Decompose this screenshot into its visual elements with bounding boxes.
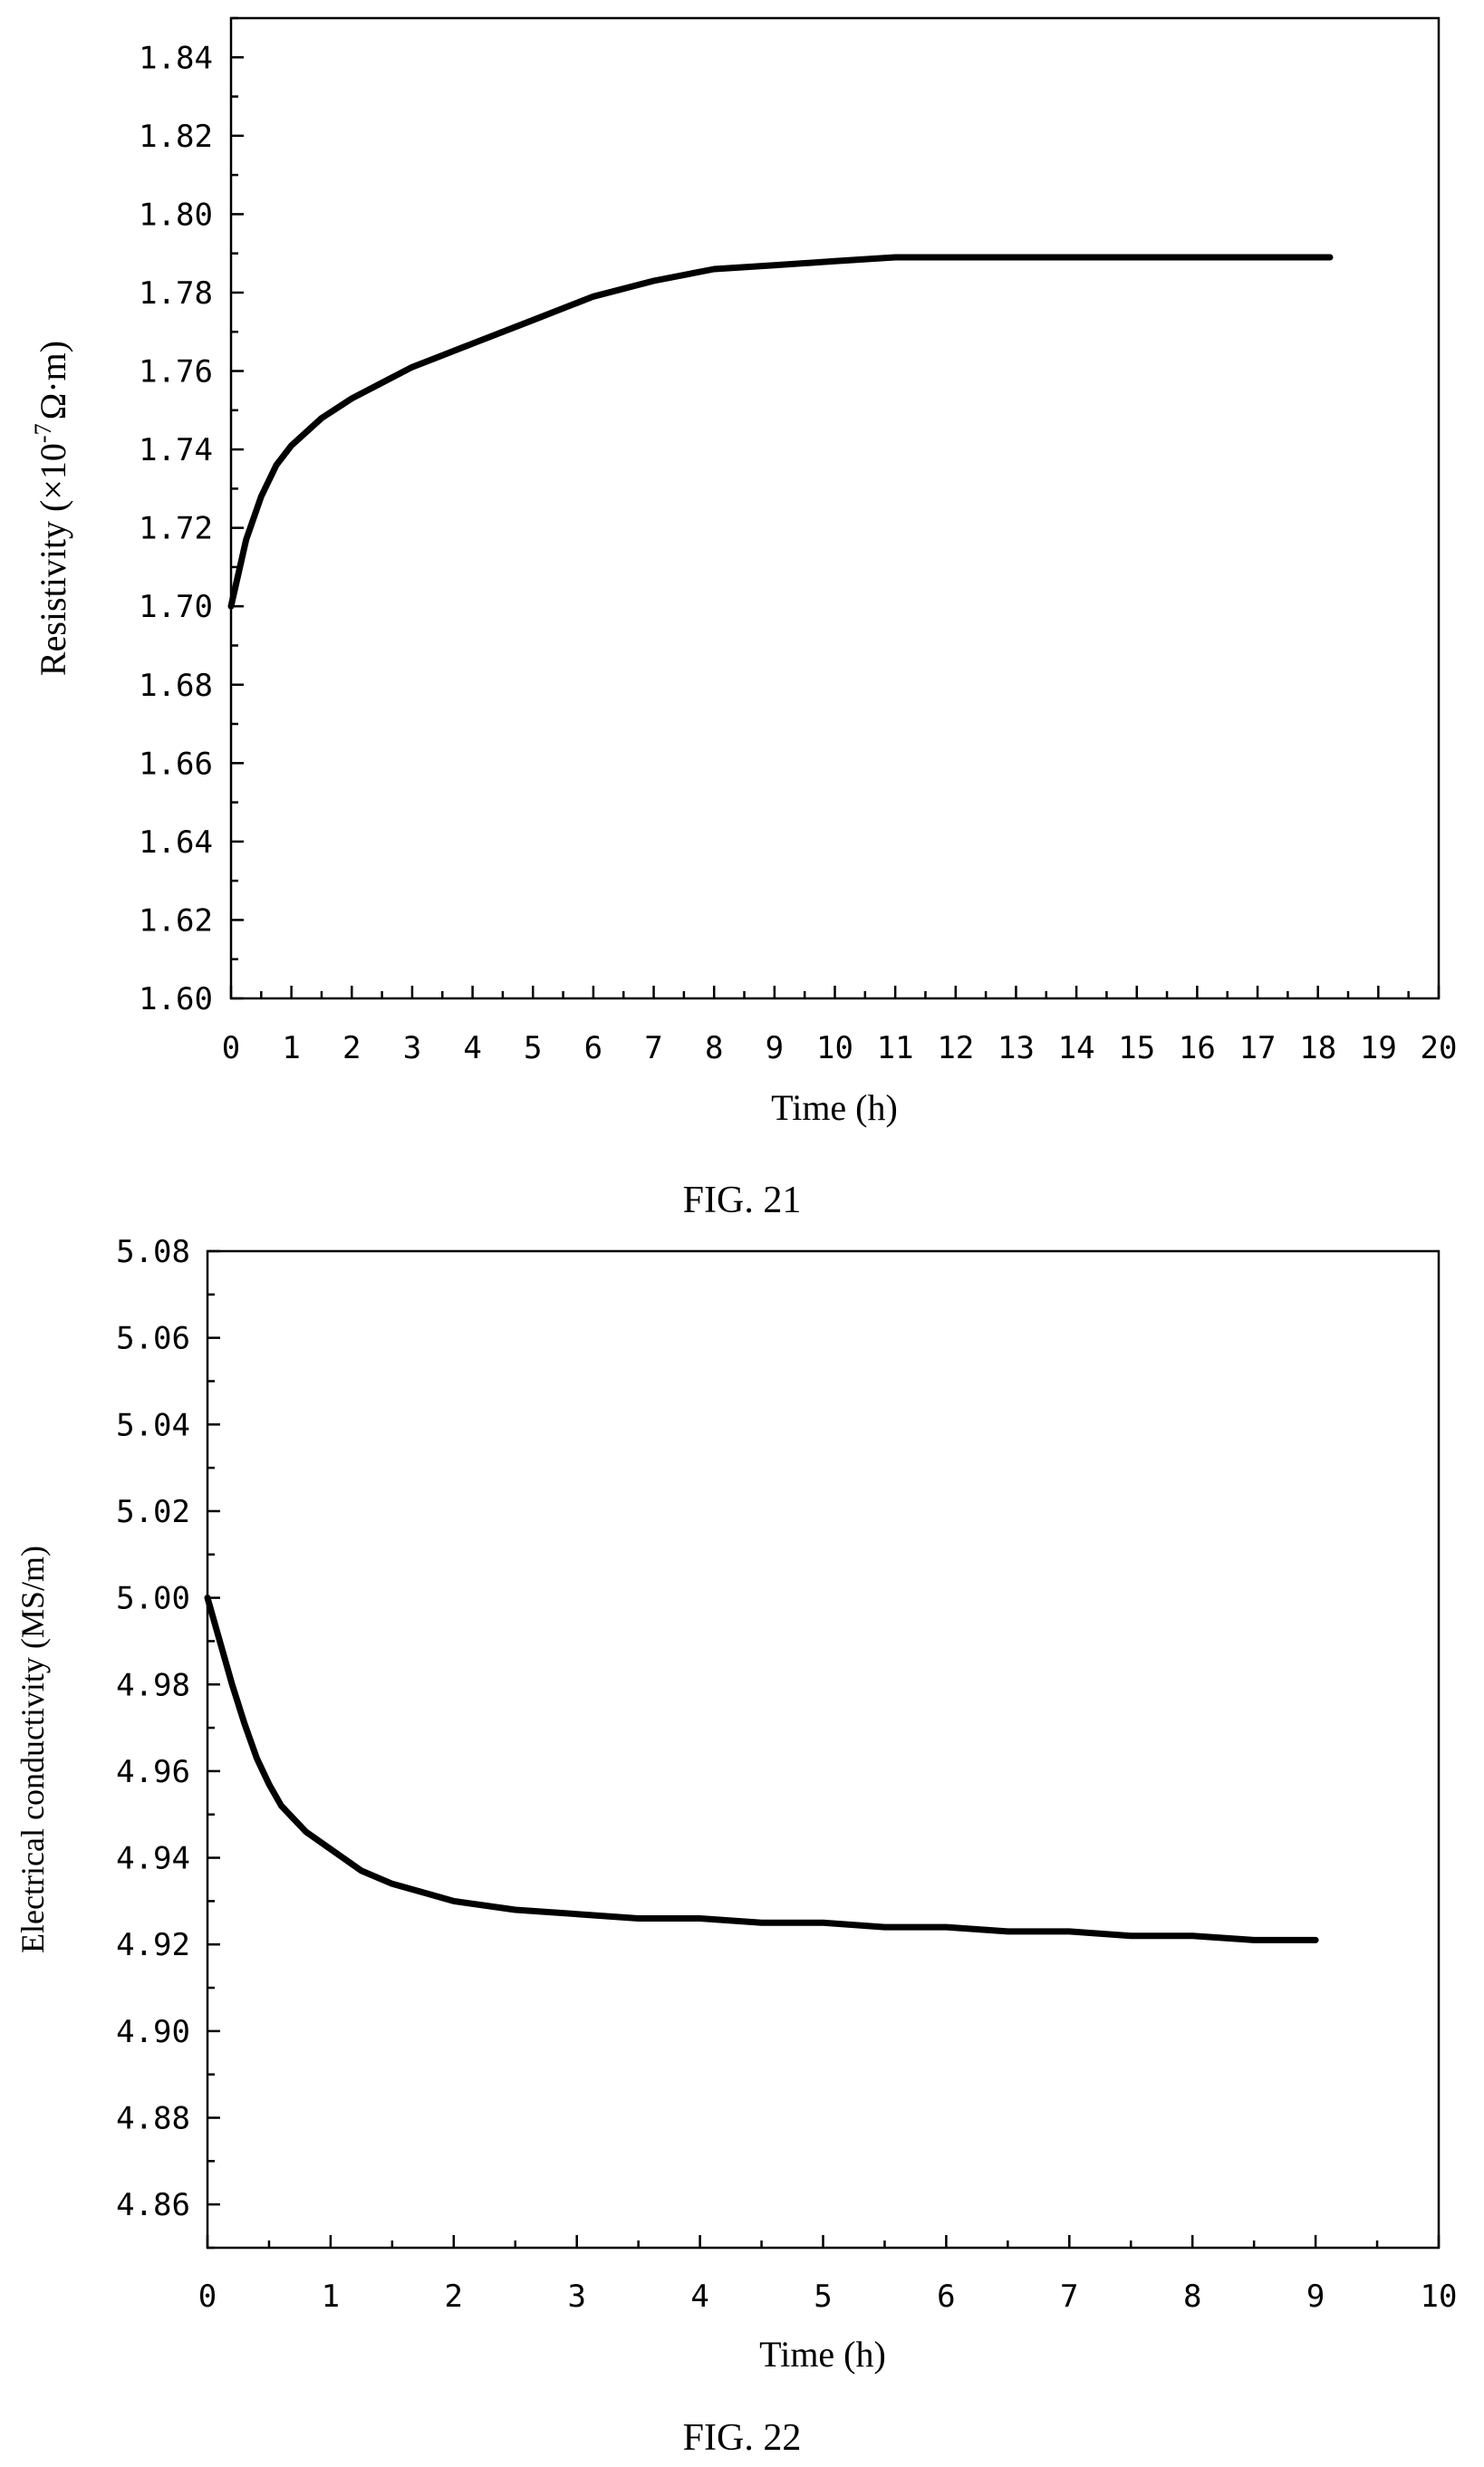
y-axis-label: Electrical conductivity (MS/m) <box>14 1546 51 1953</box>
y-tick-label: 5.02 <box>116 1494 190 1530</box>
x-tick-label: 0 <box>222 1030 240 1066</box>
x-tick-label: 4 <box>463 1030 481 1066</box>
x-axis-label: Time (h) <box>759 2334 886 2375</box>
y-tick-label: 1.70 <box>139 589 213 625</box>
x-tick-label: 2 <box>342 1030 361 1066</box>
x-tick-label: 14 <box>1058 1030 1095 1066</box>
x-tick-label: 5 <box>524 1030 542 1066</box>
x-tick-label: 8 <box>1183 2279 1201 2315</box>
axis-ticks <box>229 16 1441 1000</box>
y-tick-label: 5.08 <box>116 1234 190 1270</box>
chart-fig22: 0 1 2 3 4 5 6 7 8 9 10 4.86 4.88 4.90 4.92 4.94 4.96 4.9… <box>14 1234 1457 2459</box>
x-tick-label: 1 <box>322 2279 340 2315</box>
x-tick-label: 1 <box>282 1030 300 1066</box>
y-tick-label: 4.98 <box>116 1667 190 1703</box>
series-line <box>204 1595 1319 1943</box>
x-tick-label: 10 <box>816 1030 853 1066</box>
x-tick-label: 13 <box>997 1030 1035 1066</box>
x-tick-label: 0 <box>198 2279 217 2315</box>
y-tick-label: 1.72 <box>139 511 213 547</box>
x-tick-label: 10 <box>1421 2279 1458 2315</box>
y-tick-label: 1.66 <box>139 746 213 782</box>
y-tick-label: 4.94 <box>116 1841 190 1877</box>
x-tick-label: 20 <box>1421 1030 1458 1066</box>
y-tick-label: 5.06 <box>116 1321 190 1357</box>
x-tick-label: 6 <box>937 2279 955 2315</box>
y-tick-label: 1.84 <box>139 40 213 76</box>
x-tick-label: 16 <box>1179 1030 1216 1066</box>
y-tick-label: 5.04 <box>116 1407 190 1443</box>
x-tick-label: 5 <box>814 2279 832 2315</box>
y-tick-label: 4.88 <box>116 2101 190 2137</box>
axis-ticks <box>206 1249 1441 2250</box>
y-tick-label: 1.74 <box>139 432 213 468</box>
y-tick-label: 4.92 <box>116 1927 190 1963</box>
y-tick-label: 1.76 <box>139 354 213 390</box>
x-tick-label: 2 <box>445 2279 463 2315</box>
x-tick-label: 9 <box>766 1030 784 1066</box>
x-tick-label: 7 <box>1060 2279 1078 2315</box>
y-tick-label: 5.00 <box>116 1581 190 1617</box>
x-tick-label: 11 <box>877 1030 914 1066</box>
y-tick-label: 4.86 <box>116 2187 190 2223</box>
x-tick-label: 18 <box>1299 1030 1336 1066</box>
x-tick-label: 19 <box>1360 1030 1397 1066</box>
x-tick-label: 17 <box>1239 1030 1277 1066</box>
x-axis-label: Time (h) <box>771 1087 898 1128</box>
figure-caption: FIG. 22 <box>683 2417 802 2459</box>
y-tick-label: 1.78 <box>139 275 213 312</box>
plot-area-frame <box>206 1249 1441 2250</box>
x-tick-label: 9 <box>1306 2279 1325 2315</box>
figure-caption: FIG. 21 <box>683 1180 802 1221</box>
x-tick-label: 15 <box>1118 1030 1155 1066</box>
x-tick-label: 6 <box>584 1030 602 1066</box>
series-line <box>227 254 1334 610</box>
x-tick-labels: 0 1 2 3 4 5 6 7 8 9 10 <box>198 2279 1458 2315</box>
x-tick-label: 3 <box>567 2279 585 2315</box>
y-tick-label: 1.64 <box>139 824 213 861</box>
x-tick-label: 12 <box>937 1030 974 1066</box>
y-tick-label: 4.96 <box>116 1754 190 1790</box>
y-tick-label: 4.90 <box>116 2014 190 2050</box>
chart-fig21: 0 1 2 3 4 5 6 7 8 9 10 11 12 13 14 15 16 17 18 19 20 1.601.6… <box>30 16 1458 1221</box>
x-tick-label: 3 <box>403 1030 421 1066</box>
y-tick-label: 1.62 <box>139 902 213 939</box>
x-tick-label: 8 <box>705 1030 723 1066</box>
y-tick-label: 1.82 <box>139 119 213 155</box>
y-tick-labels: 4.86 4.88 4.90 4.92 4.94 4.96 4.98 5.00 5.02 5.04… <box>116 1234 190 2223</box>
y-axis-label: Resistivity (×10-7Ω·m) <box>30 341 73 676</box>
x-tick-label: 7 <box>644 1030 662 1066</box>
y-tick-label: 1.68 <box>139 668 213 704</box>
plot-area-frame <box>229 16 1441 1000</box>
x-tick-labels: 0 1 2 3 4 5 6 7 8 9 10 11 12 13 14 15 16 17 18 19 20 <box>222 1030 1458 1066</box>
y-tick-label: 1.60 <box>139 981 213 1017</box>
y-tick-label: 1.80 <box>139 197 213 233</box>
x-tick-label: 4 <box>690 2279 708 2315</box>
y-tick-labels: 1.60 1.62 1.64 1.66 1.68 1.70 1.72 1.74 1.76 1.78… <box>139 40 213 1017</box>
